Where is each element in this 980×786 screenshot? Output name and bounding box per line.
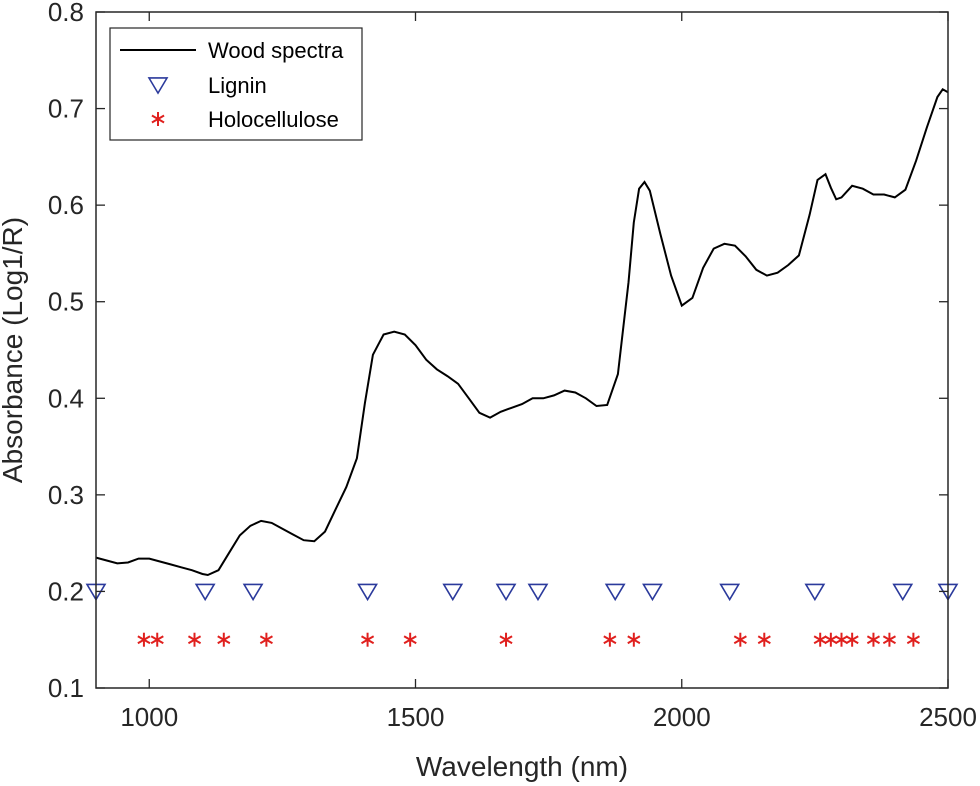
wood-spectra-line bbox=[95, 87, 949, 577]
legend-label-wood-spectra: Wood spectra bbox=[208, 38, 344, 63]
holocellulose-marker bbox=[187, 632, 202, 647]
legend: Wood spectra Lignin Holocellulose bbox=[109, 27, 363, 141]
holocellulose-marker bbox=[137, 632, 151, 647]
holocellulose-marker bbox=[603, 632, 617, 647]
x-tick-label: 2500 bbox=[919, 702, 977, 732]
y-tick-label: 0.8 bbox=[48, 0, 84, 27]
x-tick-label: 2000 bbox=[653, 702, 711, 732]
y-tick-label: 0.2 bbox=[48, 576, 84, 606]
legend-holocellulose-marker bbox=[151, 112, 165, 126]
y-tick-label: 0.3 bbox=[48, 480, 84, 510]
holocellulose-marker bbox=[866, 632, 881, 647]
legend-label-holocellulose: Holocellulose bbox=[208, 107, 339, 132]
holocellulose-marker bbox=[627, 632, 641, 647]
holocellulose-marker bbox=[403, 632, 417, 647]
legend-asterisk-icon bbox=[151, 112, 165, 126]
holocellulose-marker bbox=[882, 632, 896, 647]
lignin-marker bbox=[642, 583, 663, 602]
legend-label-lignin: Lignin bbox=[208, 73, 267, 98]
lignin-marker bbox=[527, 583, 549, 602]
holocellulose-marker bbox=[824, 632, 838, 647]
lignin-marker bbox=[892, 583, 914, 602]
holocellulose-marker bbox=[845, 632, 859, 647]
x-axis-ticks: 1000 1500 2000 2500 bbox=[120, 12, 977, 732]
holocellulose-marker bbox=[733, 632, 747, 647]
holocellulose-marker bbox=[906, 632, 920, 647]
holocellulose-marker bbox=[834, 632, 849, 647]
axes-box bbox=[95, 11, 949, 689]
legend-triangle-icon bbox=[147, 77, 169, 95]
holocellulose-marker bbox=[757, 632, 771, 647]
lignin-marker bbox=[242, 583, 264, 602]
lignin-marker bbox=[804, 583, 826, 602]
lignin-markers bbox=[85, 583, 959, 602]
y-axis-title: Absorbance (Log1/R) bbox=[0, 217, 28, 483]
holocellulose-marker bbox=[217, 632, 231, 647]
y-tick-label: 0.6 bbox=[48, 190, 84, 220]
lignin-marker bbox=[719, 583, 741, 602]
lignin-marker bbox=[357, 583, 378, 602]
y-axis-ticks: 0.1 0.2 0.3 0.4 0.5 0.6 0.7 0.8 bbox=[48, 0, 948, 703]
y-tick-label: 0.5 bbox=[48, 287, 84, 317]
lignin-marker bbox=[442, 583, 464, 602]
lignin-marker bbox=[495, 583, 517, 602]
holocellulose-marker bbox=[813, 632, 827, 647]
holocellulose-marker bbox=[259, 632, 273, 647]
holocellulose-markers bbox=[137, 632, 920, 647]
legend-lignin-marker bbox=[147, 77, 169, 95]
x-axis-title: Wavelength (nm) bbox=[416, 751, 628, 782]
lignin-marker bbox=[604, 583, 626, 602]
holocellulose-marker bbox=[150, 632, 164, 647]
y-tick-label: 0.4 bbox=[48, 383, 84, 413]
y-tick-label: 0.1 bbox=[48, 673, 84, 703]
x-tick-label: 1500 bbox=[387, 702, 445, 732]
holocellulose-marker bbox=[499, 632, 513, 647]
holocellulose-marker bbox=[361, 632, 375, 647]
lignin-marker bbox=[194, 583, 216, 602]
x-tick-label: 1000 bbox=[120, 702, 178, 732]
y-tick-label: 0.7 bbox=[48, 94, 84, 124]
